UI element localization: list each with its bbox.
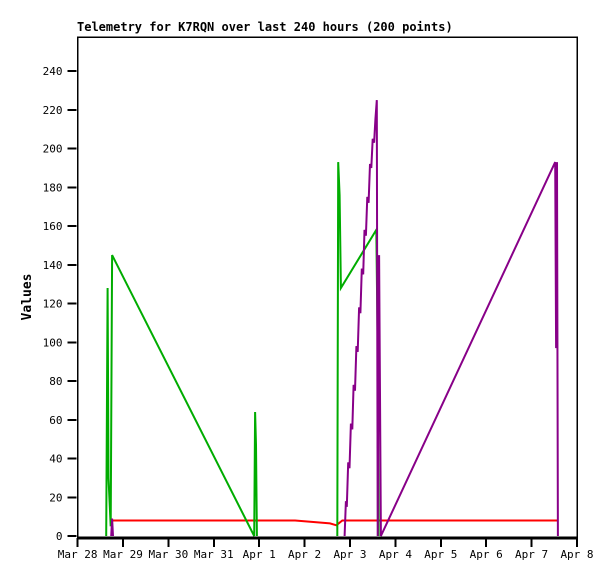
x-tick-label: Apr 6 — [470, 548, 503, 561]
x-tick-label: Apr 4 — [379, 548, 412, 561]
y-tick-label: 40 — [49, 453, 62, 466]
y-axis-label: Values — [20, 274, 35, 321]
y-tick-label: 160 — [43, 220, 63, 233]
y-tick-label: 0 — [56, 530, 63, 543]
y-tick-label: 60 — [49, 414, 62, 427]
y-tick-label: 80 — [49, 375, 62, 388]
x-tick-label: Apr 2 — [288, 548, 321, 561]
plot-series — [105, 100, 559, 537]
x-tick-label: Apr 5 — [424, 548, 457, 561]
y-tick-label: 200 — [43, 143, 63, 156]
x-tick-label: Mar 28 — [58, 548, 98, 561]
plot-axes: 0 20 40 60 80 100 120 140 160 180 200 220 240 Mar 28 M… — [43, 36, 594, 561]
x-tick-label: Apr 3 — [333, 548, 366, 561]
y-tick-label: 240 — [43, 65, 63, 78]
telemetry-channel-purple-line — [343, 100, 559, 537]
y-tick-label: 180 — [43, 181, 63, 194]
plot-border — [76, 36, 578, 539]
x-tick-label: Mar 30 — [149, 548, 189, 561]
telemetry-channel-red-line — [113, 519, 557, 527]
y-tick-label: 140 — [43, 259, 63, 272]
y-tick-label: 100 — [43, 336, 63, 349]
x-tick-label: Apr 1 — [243, 548, 276, 561]
telemetry-channel-green-line — [105, 254, 258, 537]
y-tick-label: 20 — [49, 491, 62, 504]
x-tick-label: Mar 31 — [194, 548, 234, 561]
y-tick-label: 120 — [43, 298, 63, 311]
x-tick-label: Apr 7 — [515, 548, 548, 561]
telemetry-channel-purple-line — [110, 518, 114, 537]
chart-title: Telemetry for K7RQN over last 240 hours … — [77, 20, 453, 34]
x-tick-label: Mar 29 — [103, 548, 143, 561]
y-tick-label: 220 — [43, 104, 63, 117]
x-tick-label: Apr 8 — [560, 548, 593, 561]
